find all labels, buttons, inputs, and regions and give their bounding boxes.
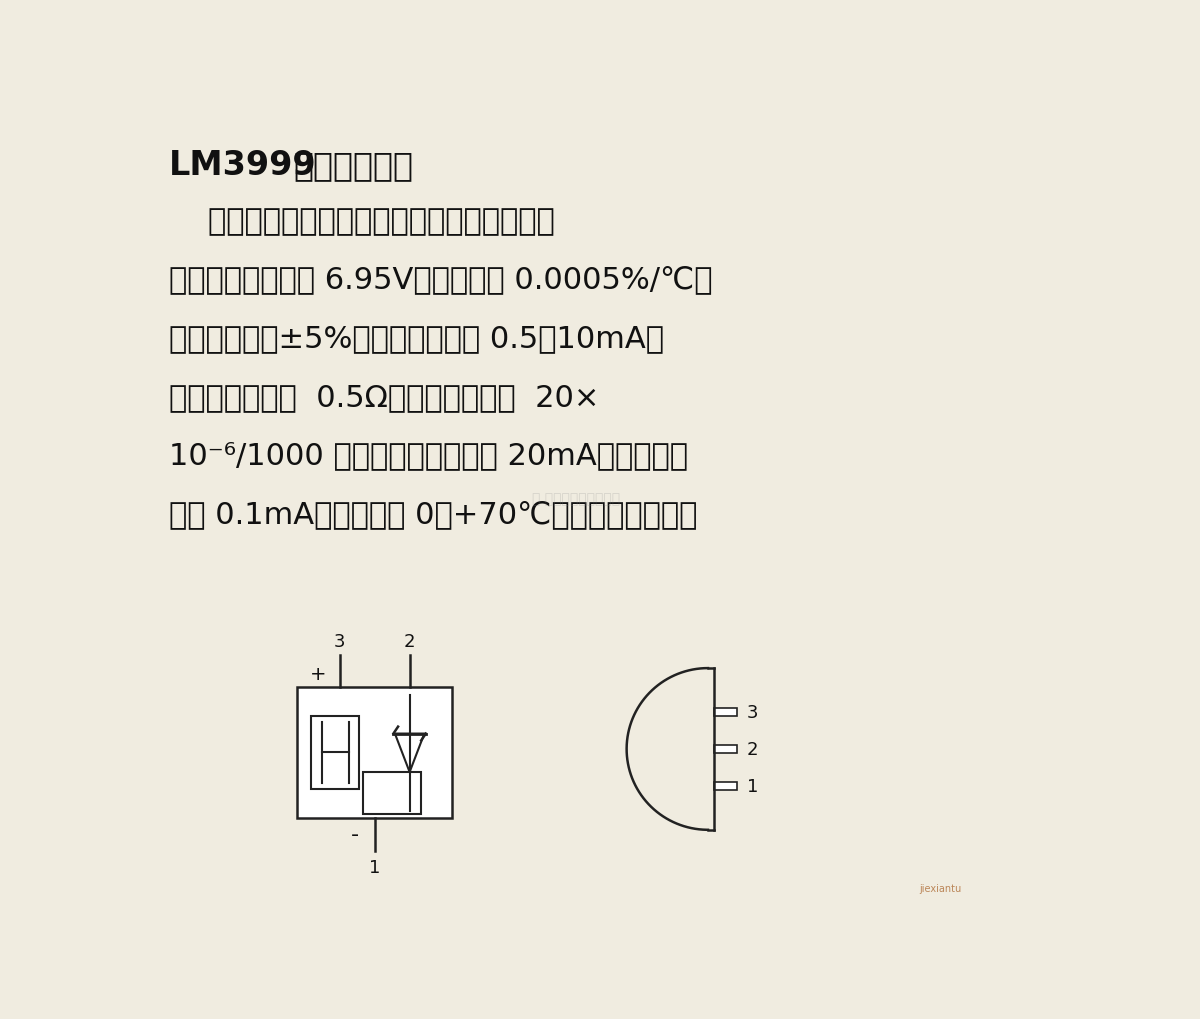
Text: 工作阻抗典型值  0.5Ω；长时间稳定性  20×: 工作阻抗典型值 0.5Ω；长时间稳定性 20× (169, 382, 600, 412)
Text: 3: 3 (334, 633, 346, 651)
Text: 杭 城炬虎科技有限公司: 杭 城炬虎科技有限公司 (532, 492, 620, 506)
Bar (311, 716, 359, 789)
Bar (714, 745, 738, 753)
Text: LM3999: LM3999 (169, 149, 317, 182)
Text: 高精度、低温度漂移、低噪音的三端基准电: 高精度、低温度漂移、低噪音的三端基准电 (169, 207, 556, 235)
Text: 10⁻⁶/1000 小时；最大反向电流 20mA；最大正向: 10⁻⁶/1000 小时；最大反向电流 20mA；最大正向 (169, 441, 689, 470)
Text: 1: 1 (746, 777, 758, 795)
Text: 基准电压电路: 基准电压电路 (293, 149, 413, 182)
Text: jiexiantu: jiexiantu (919, 883, 961, 893)
Text: +: + (310, 664, 326, 684)
Bar (364, 772, 421, 814)
Text: 2: 2 (404, 633, 415, 651)
Text: 压电路；输出电压 6.95V；温度飘移 0.0005%/℃；: 压电路；输出电压 6.95V；温度飘移 0.0005%/℃； (169, 265, 713, 294)
Text: 电流 0.1mA；工作温度 0～+70℃；内含温度补偿。: 电流 0.1mA；工作温度 0～+70℃；内含温度补偿。 (169, 499, 697, 528)
Text: 输出电压误差±5%；工作电流范围 0.5～10mA；: 输出电压误差±5%；工作电流范围 0.5～10mA； (169, 324, 665, 353)
Bar (714, 708, 738, 716)
Text: 1: 1 (370, 858, 380, 876)
Bar (298, 688, 452, 818)
Bar (714, 783, 738, 790)
Text: 3: 3 (746, 703, 758, 721)
Text: -: - (352, 824, 360, 845)
Polygon shape (395, 734, 425, 772)
Text: 2: 2 (746, 740, 758, 758)
